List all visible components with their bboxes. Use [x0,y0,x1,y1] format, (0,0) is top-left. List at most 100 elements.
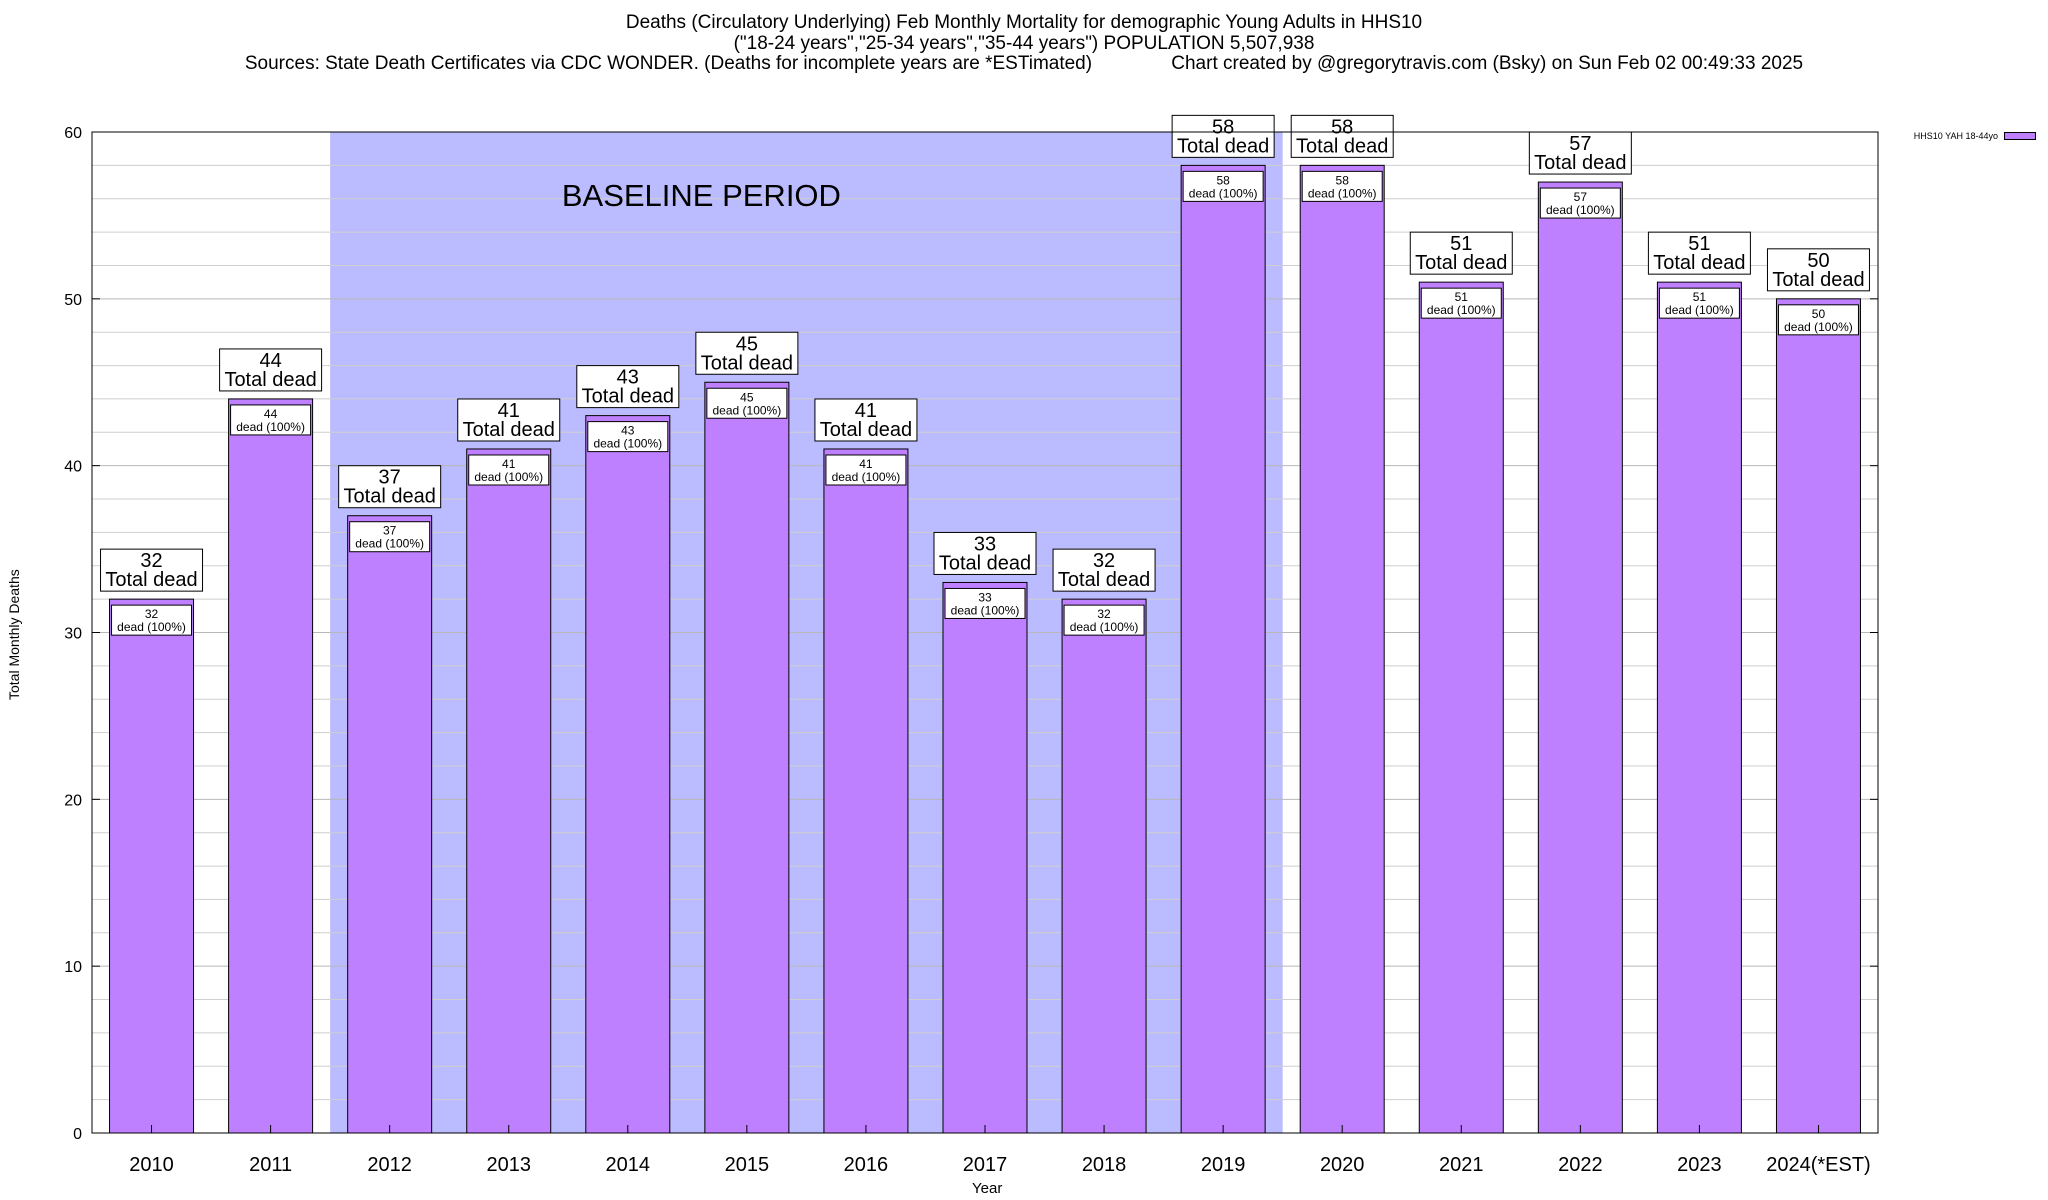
x-tick-label: 2012 [367,1154,412,1176]
bar-inner-value-label: 51 [1455,290,1469,304]
bar-inner-pct-label: dead (100%) [713,403,782,417]
bar-inner-pct-label: dead (100%) [236,420,305,434]
x-tick-label: 2010 [129,1154,174,1176]
bar-inner-label-box [587,421,669,453]
y-tick-label: 30 [64,626,82,643]
x-tick-label: 2015 [725,1154,770,1176]
bar-total-suffix-label: Total dead [1058,569,1150,591]
bar-inner-label-box [1777,304,1859,336]
bar-inner-pct-label: dead (100%) [1546,203,1615,217]
bar-inner-value-label: 41 [502,457,516,471]
bar-inner-value-label: 51 [1693,290,1707,304]
bar-total-suffix-label: Total dead [105,569,197,591]
bar-inner-value-label: 58 [1216,173,1230,187]
bar-inner-label-box [1182,170,1264,202]
bar-inner-value-label: 57 [1574,190,1588,204]
bar-total-suffix-label: Total dead [939,552,1031,574]
bar-inner-value-label: 58 [1336,173,1350,187]
bar-inner-pct-label: dead (100%) [1427,303,1496,317]
chart-sources-credit: Sources: State Death Certificates via CD… [0,53,2048,75]
bar-inner-pct-label: dead (100%) [951,603,1020,617]
bar-total-value-label: 58 [1212,116,1234,138]
bar-inner-value-label: 44 [264,407,278,421]
bar-total-value-label: 44 [259,350,281,372]
bar-total-suffix-label: Total dead [820,419,912,441]
bar [466,448,552,1134]
x-tick-label: 2021 [1439,1154,1484,1176]
bar-total-value-label: 50 [1807,250,1829,272]
y-tick-label: 10 [64,959,82,976]
bar [1775,298,1861,1134]
bar-inner-pct-label: dead (100%) [1665,303,1734,317]
bar-total-label-box [1290,114,1394,158]
bar-total-value-label: 32 [1093,550,1115,572]
bar [1180,164,1266,1134]
bar-total-label-box [338,465,442,509]
x-tick-label: 2020 [1320,1154,1365,1176]
bar-total-suffix-label: Total dead [1177,135,1269,157]
bar-total-value-label: 41 [855,400,877,422]
bar-inner-label-box [825,454,907,486]
bar-inner-label-box [1539,187,1621,219]
bar-inner-label-box [230,404,312,436]
bar-total-label-box [695,331,799,375]
y-tick-label: 50 [64,292,82,309]
bar-inner-value-label: 50 [1812,307,1826,321]
bar-inner-pct-label: dead (100%) [1070,620,1139,634]
bar-total-value-label: 51 [1688,233,1710,255]
bar-total-label-box [1052,548,1156,592]
bar-total-suffix-label: Total dead [701,352,793,374]
bar-total-suffix-label: Total dead [1415,252,1507,274]
x-tick-label: 2017 [963,1154,1008,1176]
legend-label: HHS10 YAH 18-44yo [1913,131,1998,141]
bar-total-suffix-label: Total dead [582,386,674,408]
chart-subtitle: ("18-24 years","25-34 years","35-44 year… [733,33,1315,54]
y-axis-label: Total Monthly Deaths [6,569,22,700]
x-tick-label: 2014 [606,1154,651,1176]
bar-inner-pct-label: dead (100%) [593,437,662,451]
bar-inner-pct-label: dead (100%) [1308,186,1377,200]
bar-total-label-box [1528,131,1632,175]
bar [1418,281,1504,1134]
bar-inner-label-box [944,587,1026,619]
bar-total-value-label: 37 [379,467,401,489]
bar-inner-value-label: 41 [859,457,873,471]
x-tick-label: 2018 [1082,1154,1127,1176]
bar-total-value-label: 33 [974,533,996,555]
legend: HHS10 YAH 18-44yo [1914,131,2036,141]
bar [347,515,433,1134]
bar-inner-value-label: 43 [621,424,635,438]
bar-total-suffix-label: Total dead [1296,135,1388,157]
bar-total-value-label: 32 [140,550,162,572]
bar-total-value-label: 58 [1331,116,1353,138]
bar-total-label-box [1647,231,1751,275]
bar-inner-label-box [1063,604,1145,636]
bar [585,415,671,1134]
bar-total-suffix-label: Total dead [1534,152,1626,174]
bar-total-value-label: 57 [1569,133,1591,155]
bar-total-label-box [219,348,323,392]
bar-inner-value-label: 37 [383,524,397,538]
bar [109,598,195,1134]
bar-inner-pct-label: dead (100%) [1784,320,1853,334]
bar-total-suffix-label: Total dead [1653,252,1745,274]
bar-inner-label-box [706,387,788,419]
bar [1537,181,1623,1134]
bar-inner-label-box [349,521,431,553]
x-tick-label: 2024(*EST) [1766,1154,1871,1176]
x-tick-label: 2011 [249,1154,292,1176]
bar-total-label-box [1171,114,1275,158]
bar [704,381,790,1134]
x-tick-label: 2023 [1677,1154,1722,1176]
y-tick-label: 20 [64,792,82,809]
bar-total-value-label: 45 [736,333,758,355]
bar-total-label-box [576,365,680,409]
bar-total-suffix-label: Total dead [344,486,436,508]
bar [1061,598,1147,1134]
bar-inner-pct-label: dead (100%) [117,620,186,634]
bar-total-label-box [457,398,561,442]
bar-inner-value-label: 33 [978,590,992,604]
x-tick-label: 2019 [1201,1154,1246,1176]
